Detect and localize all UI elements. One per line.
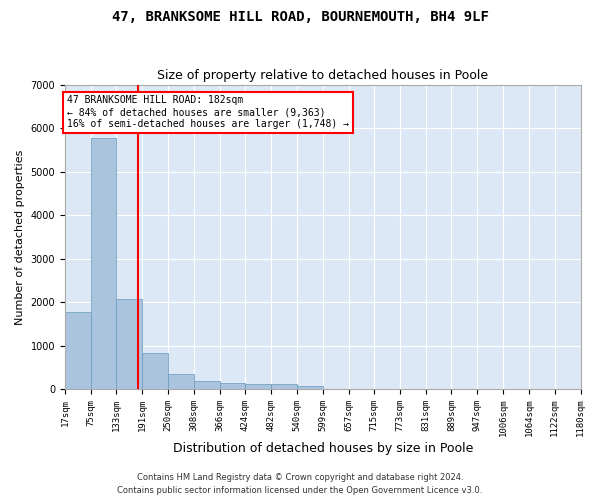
Bar [297, 386, 323, 389]
Bar [194, 380, 220, 389]
Y-axis label: Number of detached properties: Number of detached properties [15, 149, 25, 324]
Title: Size of property relative to detached houses in Poole: Size of property relative to detached ho… [157, 69, 488, 82]
Text: 47 BRANKSOME HILL ROAD: 182sqm
← 84% of detached houses are smaller (9,363)
16% : 47 BRANKSOME HILL ROAD: 182sqm ← 84% of … [67, 96, 349, 128]
Bar [65, 312, 91, 389]
Bar [116, 300, 142, 389]
Bar [245, 384, 271, 389]
X-axis label: Distribution of detached houses by size in Poole: Distribution of detached houses by size … [173, 442, 473, 455]
Bar [271, 384, 297, 389]
Bar [220, 384, 245, 389]
Bar [91, 138, 116, 389]
Text: 47, BRANKSOME HILL ROAD, BOURNEMOUTH, BH4 9LF: 47, BRANKSOME HILL ROAD, BOURNEMOUTH, BH… [112, 10, 488, 24]
Bar [142, 354, 168, 389]
Text: Contains HM Land Registry data © Crown copyright and database right 2024.
Contai: Contains HM Land Registry data © Crown c… [118, 474, 482, 495]
Bar [168, 374, 194, 389]
